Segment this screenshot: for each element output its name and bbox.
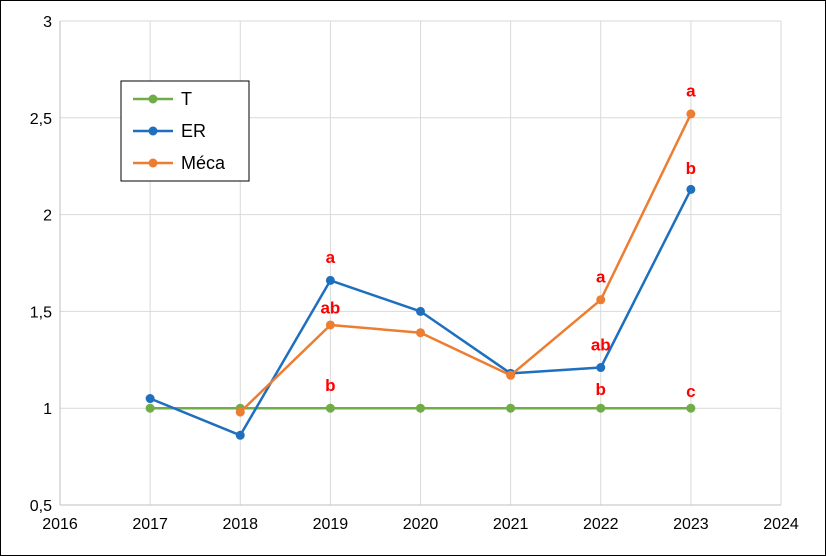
- significance-annotation: ab: [591, 335, 611, 354]
- data-point-t: [325, 403, 335, 413]
- axes: [59, 21, 781, 506]
- significance-annotation: b: [686, 159, 696, 178]
- significance-annotation: a: [596, 268, 606, 287]
- data-point-t: [416, 403, 425, 413]
- data-point-er: [686, 184, 696, 194]
- data-point-m-ca: [235, 407, 245, 417]
- x-tick-label: 2024: [763, 516, 799, 533]
- legend: T ER Méca: [120, 80, 250, 182]
- y-tick-label: 1: [43, 401, 52, 418]
- x-tick-label: 2022: [583, 516, 619, 533]
- significance-annotation: a: [686, 82, 696, 101]
- data-point-er: [145, 394, 155, 404]
- y-tick-label: 1,5: [30, 304, 52, 321]
- data-point-m-ca: [596, 295, 606, 305]
- y-tick-label: 3: [43, 14, 52, 31]
- y-tick-label: 0,5: [30, 498, 52, 515]
- x-tick-label: 2021: [493, 516, 529, 533]
- data-point-t: [686, 403, 696, 413]
- data-point-er: [235, 430, 245, 440]
- legend-label-er: ER: [181, 121, 206, 141]
- legend-marker-t: [148, 94, 158, 104]
- legend-label-t: T: [181, 89, 192, 109]
- significance-annotation: a: [326, 248, 336, 267]
- data-point-t: [596, 403, 606, 413]
- significance-annotation: c: [686, 382, 695, 401]
- x-tick-label: 2017: [132, 516, 168, 533]
- significance-annotation: ab: [320, 299, 340, 318]
- data-point-er: [325, 275, 335, 285]
- series-line-m-ca: [239, 113, 693, 413]
- data-point-m-ca: [416, 328, 425, 338]
- x-tick-label: 2023: [673, 516, 709, 533]
- legend-marker-m-ca: [148, 158, 158, 168]
- y-tick-label: 2: [43, 208, 52, 225]
- legend-label-m-ca: Méca: [181, 153, 226, 173]
- data-point-t: [506, 403, 516, 413]
- significance-annotation: b: [325, 376, 335, 395]
- y-tick-label: 2,5: [30, 111, 52, 128]
- series-group: [145, 109, 696, 440]
- data-point-er: [596, 363, 606, 373]
- data-point-m-ca: [325, 320, 335, 330]
- data-point-er: [416, 306, 425, 316]
- x-tick-label: 2019: [313, 516, 349, 533]
- data-point-m-ca: [686, 109, 696, 119]
- x-tick-label: 2016: [42, 516, 78, 533]
- x-tick-label: 2018: [222, 516, 258, 533]
- tick-labels: 0,5 1 1,5 2 2,5 3 2016 2017 2018 2019 2020 2021 2022…: [30, 14, 799, 533]
- data-point-t: [145, 403, 155, 413]
- legend-marker-er: [148, 126, 158, 136]
- data-point-m-ca: [506, 370, 516, 380]
- x-tick-label: 2020: [403, 516, 439, 533]
- significance-annotation: b: [596, 380, 606, 399]
